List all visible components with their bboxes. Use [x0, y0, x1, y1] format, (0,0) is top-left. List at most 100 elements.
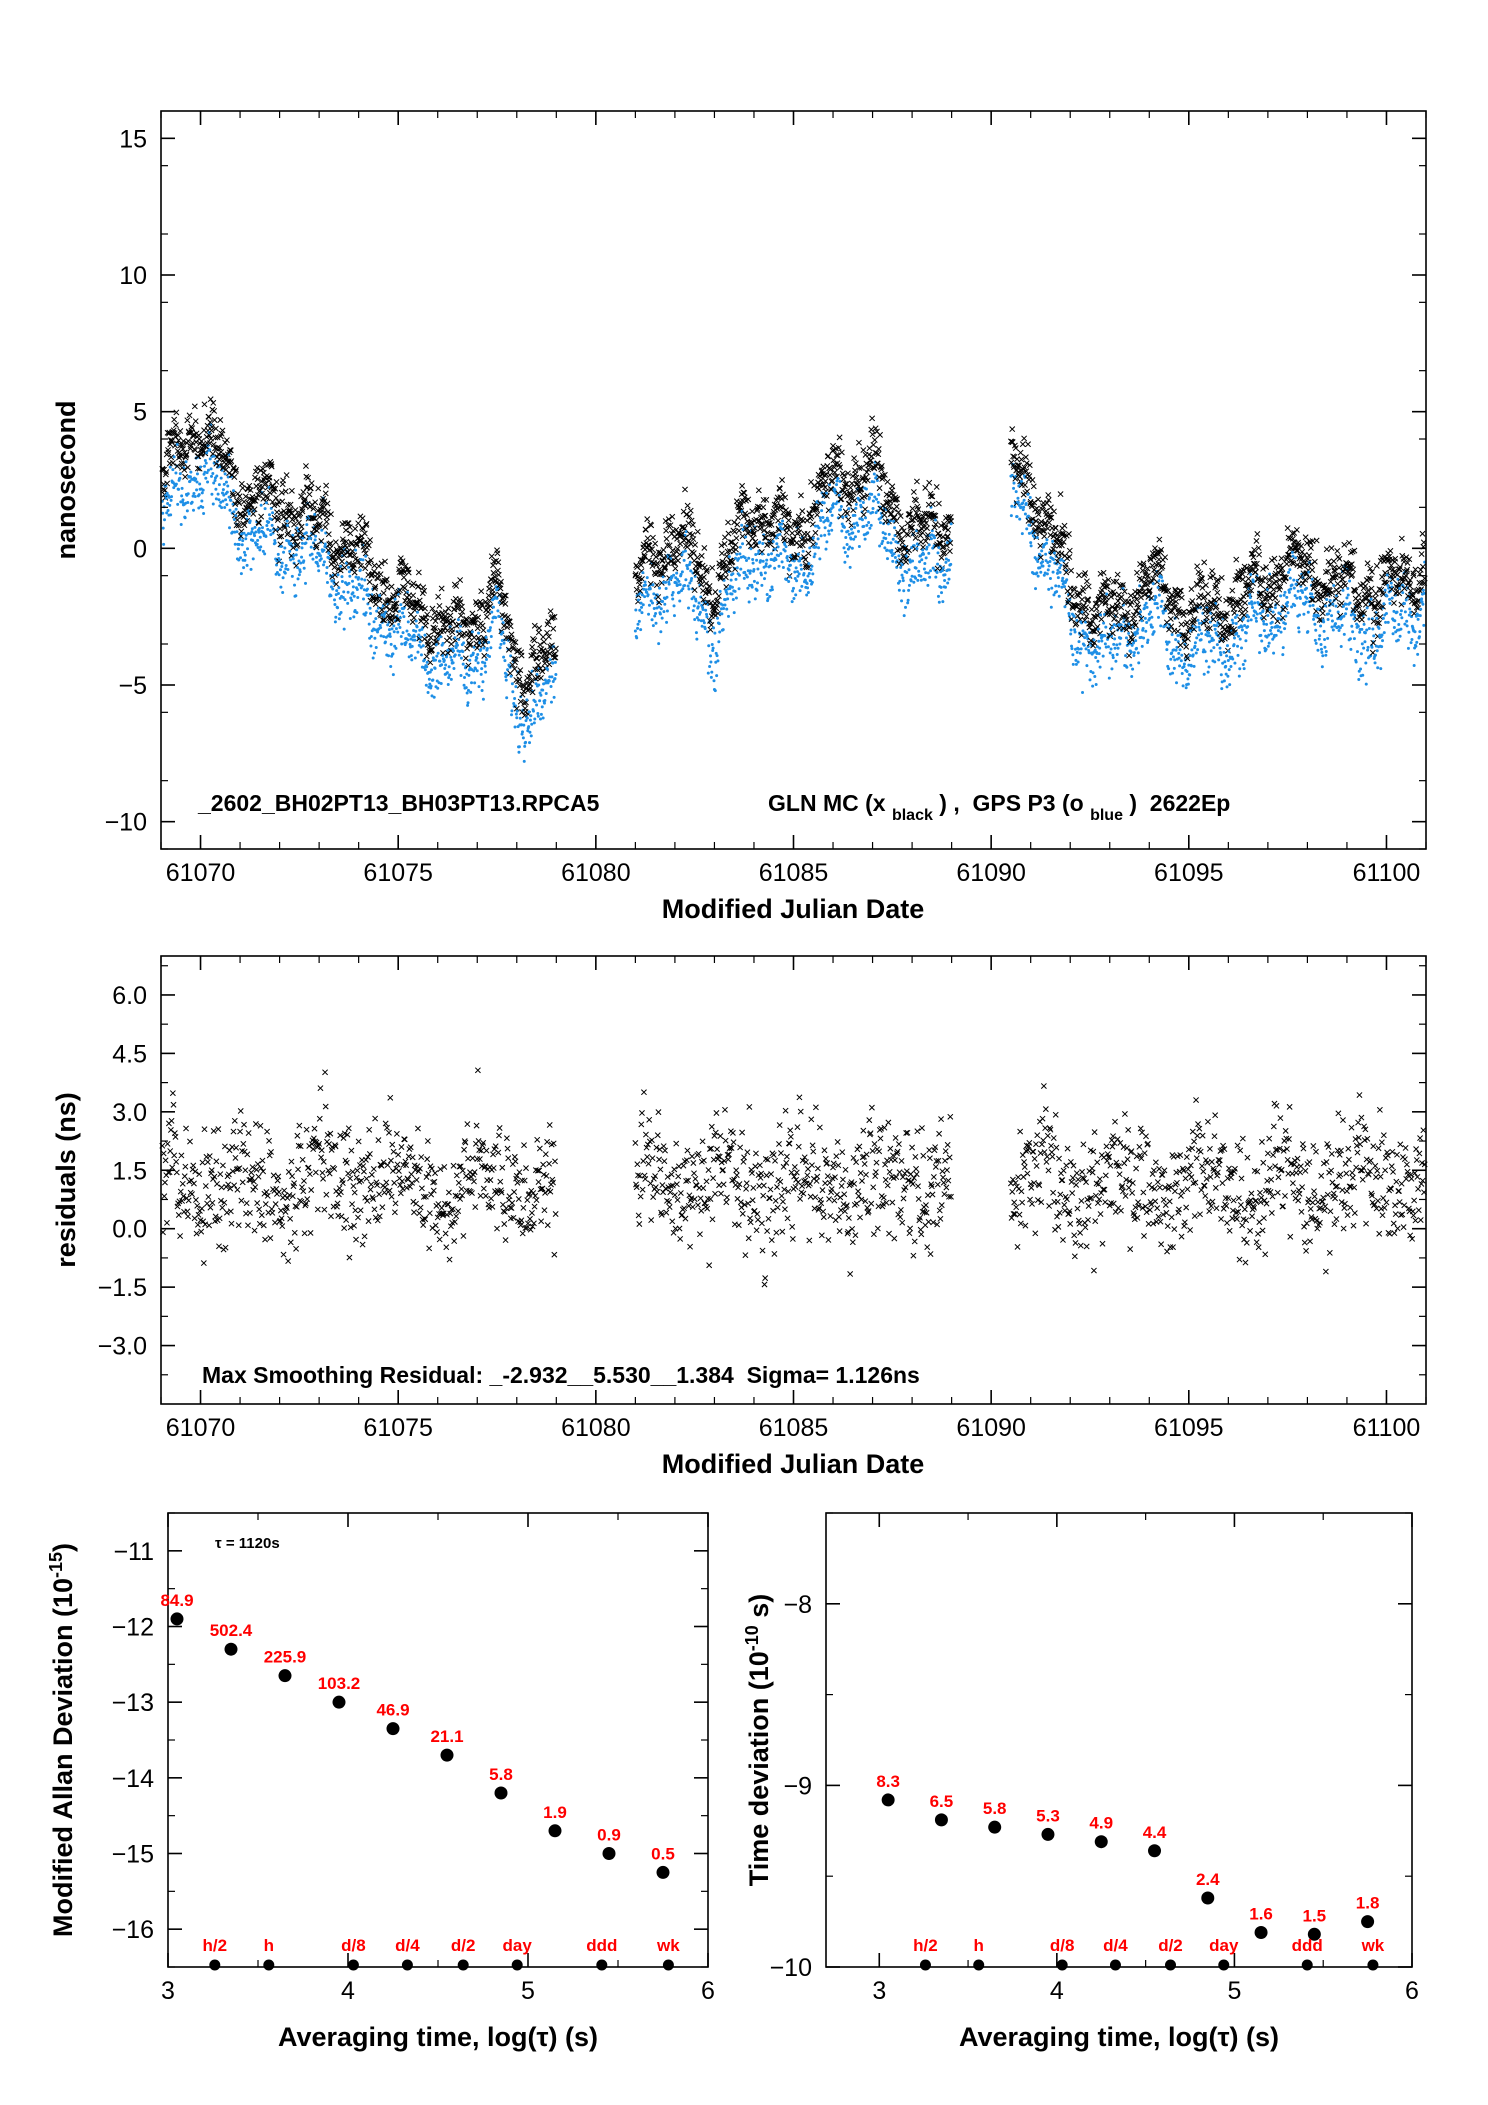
o-marker — [1388, 597, 1392, 601]
o-marker — [718, 589, 722, 593]
x-marker — [785, 517, 792, 524]
o-marker — [734, 556, 738, 560]
o-marker — [1384, 620, 1388, 624]
x-marker — [436, 602, 443, 609]
o-marker — [532, 721, 536, 725]
x-marker — [511, 655, 518, 662]
o-marker — [778, 532, 782, 536]
x-marker — [252, 468, 259, 475]
o-marker — [911, 559, 915, 563]
x-marker — [343, 538, 350, 545]
o-marker — [1278, 612, 1282, 616]
o-marker — [1220, 687, 1224, 691]
o-marker — [380, 613, 384, 617]
o-marker — [682, 558, 686, 562]
o-marker — [936, 551, 940, 555]
o-marker — [781, 565, 785, 569]
o-marker — [488, 628, 492, 632]
o-marker — [1102, 621, 1106, 625]
o-marker — [1244, 631, 1248, 635]
o-marker — [1350, 624, 1354, 628]
o-marker — [1375, 649, 1379, 653]
o-marker — [451, 661, 455, 665]
x-marker — [869, 431, 876, 438]
o-marker — [249, 567, 253, 571]
x-marker — [549, 614, 556, 621]
o-marker — [198, 482, 202, 486]
x-marker — [310, 505, 317, 512]
o-marker — [439, 635, 443, 639]
o-marker — [319, 557, 323, 561]
x-marker — [507, 670, 514, 677]
o-marker — [755, 558, 759, 562]
o-marker — [211, 472, 215, 476]
x-marker — [537, 675, 544, 681]
o-marker — [1097, 652, 1101, 656]
o-marker — [672, 573, 676, 577]
x-marker — [1081, 572, 1088, 579]
o-marker — [1097, 639, 1101, 643]
o-marker — [1283, 627, 1287, 631]
o-marker — [1249, 618, 1253, 622]
o-marker — [457, 653, 461, 657]
x-marker — [259, 490, 265, 497]
o-marker — [871, 506, 875, 510]
o-marker — [347, 570, 351, 574]
o-marker — [525, 698, 529, 702]
o-marker — [1287, 570, 1291, 574]
o-marker — [1391, 632, 1395, 636]
x-marker — [231, 474, 238, 480]
o-marker — [1337, 628, 1341, 632]
o-marker — [278, 568, 282, 572]
o-marker — [841, 515, 845, 519]
o-marker — [1282, 593, 1286, 597]
o-marker — [176, 502, 180, 506]
o-marker — [464, 686, 468, 690]
o-marker — [1237, 674, 1241, 678]
x-marker — [183, 452, 189, 459]
o-marker — [898, 579, 902, 583]
o-marker — [203, 459, 207, 463]
o-marker — [1304, 600, 1308, 604]
o-marker — [1194, 651, 1198, 655]
o-marker — [1346, 586, 1350, 590]
o-marker — [1222, 650, 1226, 654]
o-marker — [1076, 660, 1080, 664]
o-marker — [333, 602, 337, 606]
o-marker — [440, 663, 444, 667]
o-marker — [1348, 579, 1352, 583]
o-marker — [1185, 669, 1189, 673]
x-marker — [363, 522, 370, 529]
x-marker — [1083, 604, 1089, 611]
o-marker — [363, 578, 367, 582]
o-marker — [899, 565, 903, 569]
o-marker — [671, 590, 675, 594]
x-marker — [899, 539, 906, 546]
x-marker — [692, 541, 699, 548]
x-marker — [227, 447, 234, 454]
o-marker — [459, 656, 463, 660]
o-marker — [1212, 646, 1216, 650]
o-marker — [528, 718, 532, 722]
o-marker — [734, 596, 738, 600]
o-marker — [1372, 634, 1376, 638]
x-marker — [1311, 558, 1318, 565]
o-marker — [923, 562, 927, 566]
o-marker — [773, 547, 777, 551]
o-marker — [388, 635, 392, 639]
x-marker — [512, 656, 519, 663]
x-marker — [419, 603, 426, 610]
o-marker — [281, 576, 285, 580]
x-marker — [380, 590, 387, 597]
o-marker — [1371, 627, 1375, 631]
o-marker — [200, 491, 204, 495]
o-marker — [737, 587, 741, 591]
o-marker — [449, 655, 453, 659]
o-marker — [748, 569, 752, 573]
x-marker — [298, 523, 305, 530]
x-marker — [478, 588, 485, 595]
x-marker — [228, 458, 235, 465]
o-marker — [397, 622, 401, 626]
x-marker — [479, 622, 486, 629]
